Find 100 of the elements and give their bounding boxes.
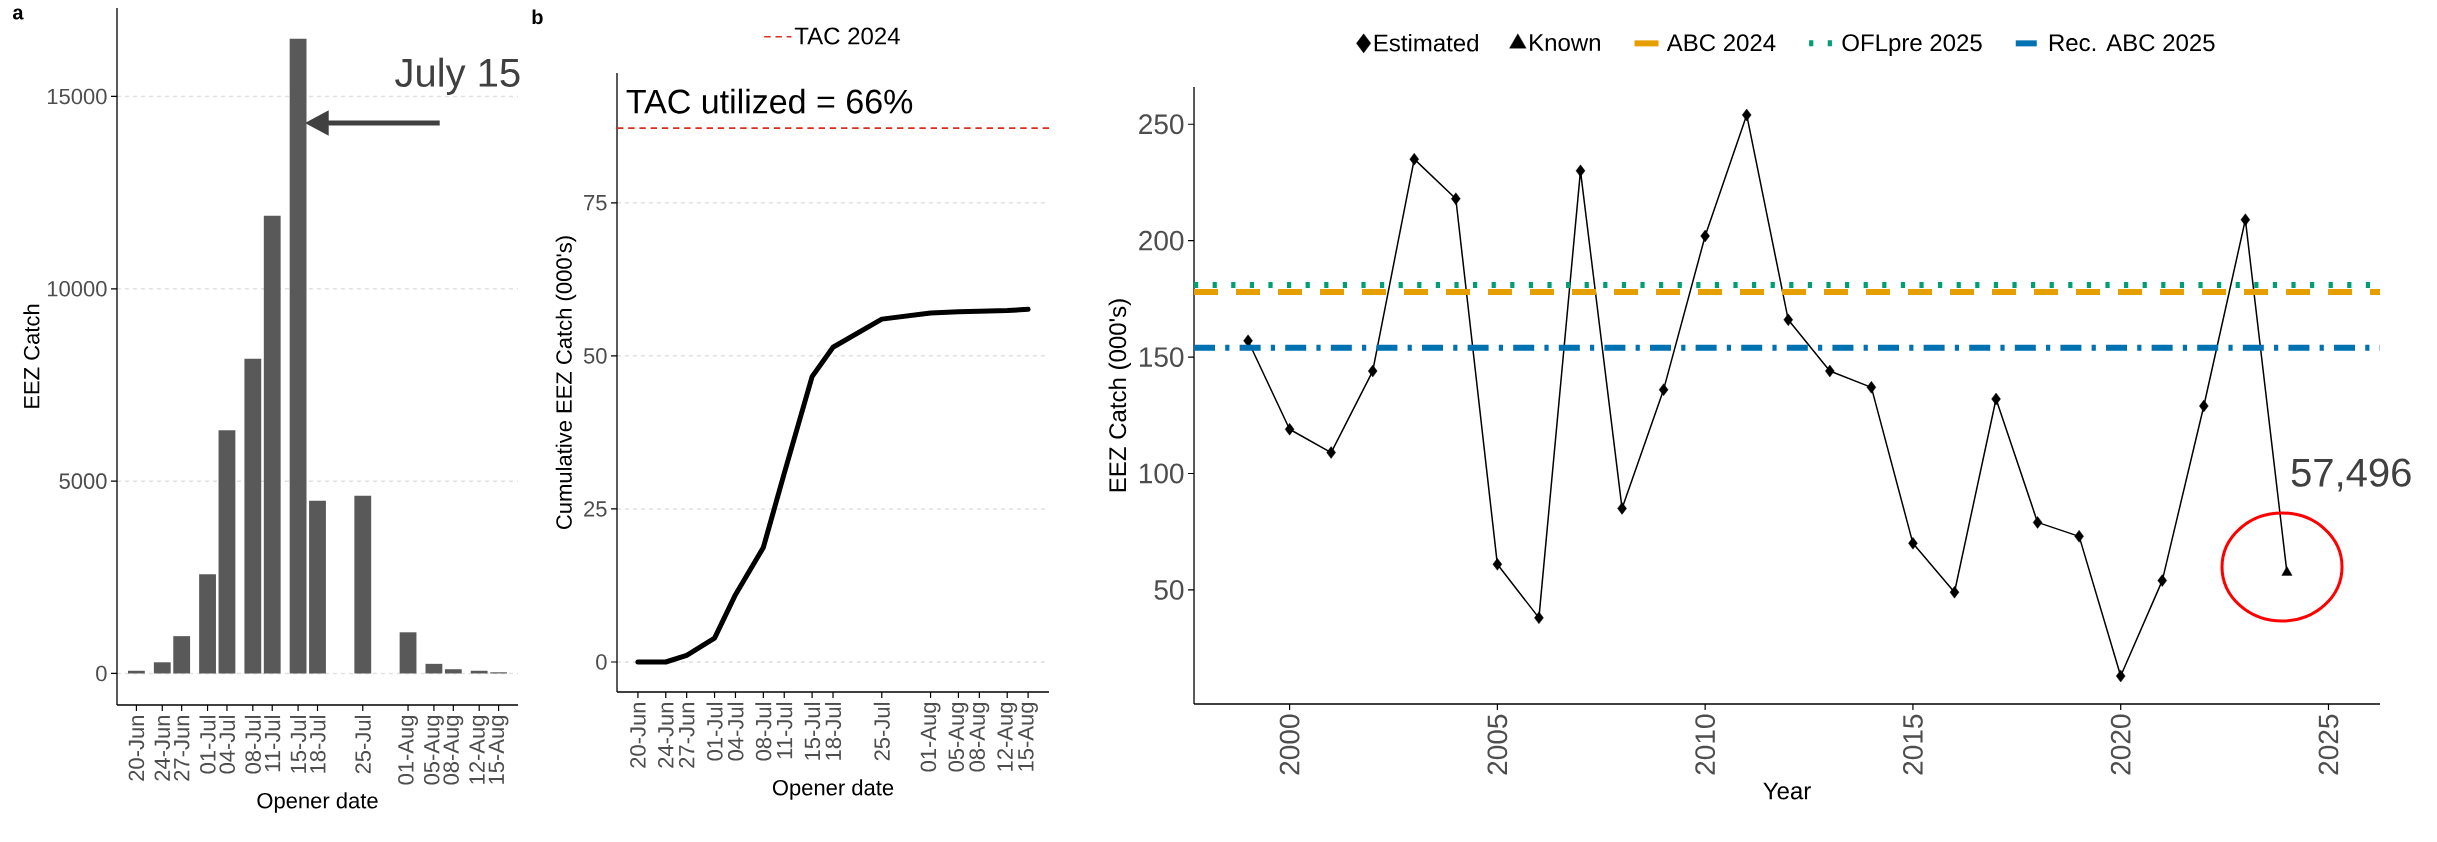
point	[1451, 192, 1461, 205]
x-tick-label: 2025	[2318, 714, 2339, 775]
point	[1949, 586, 1960, 599]
point	[2199, 399, 2209, 413]
point	[1326, 446, 1336, 459]
point	[1742, 108, 1752, 122]
x-axis-title: Opener date	[772, 779, 894, 800]
y-axis-title: EEZ Catch	[23, 304, 40, 408]
x-tick-label: 15-Aug	[488, 715, 509, 784]
point	[1492, 558, 1503, 571]
x-axis-title: Opener date	[257, 792, 378, 813]
bar	[444, 669, 462, 674]
x-tick-label: 08-Jul	[755, 703, 772, 761]
point	[2032, 516, 2043, 529]
y-tick-label: 0	[596, 654, 607, 670]
point	[2240, 213, 2251, 226]
x-tick-label: 15-Aug	[1018, 702, 1038, 771]
x-tick-label: 11-Jul	[264, 715, 281, 772]
x-tick-label: 01-Aug	[398, 715, 419, 785]
x-tick-label: 01-Aug	[920, 702, 941, 772]
x-tick-label: 08-Aug	[443, 715, 464, 785]
y-tick-label: 250	[1139, 114, 1184, 135]
x-tick-label: 04-Jul	[218, 716, 236, 774]
point	[1908, 537, 1918, 550]
point	[1409, 152, 1419, 166]
point	[1284, 423, 1295, 436]
x-tick-label: 15-Jul	[804, 703, 821, 760]
x-tick-label: 27-Jun	[173, 715, 190, 781]
x-tick-label: 08-Aug	[969, 702, 990, 772]
y-tick-label: 100	[1139, 463, 1184, 484]
x-tick-label: 11-Jul	[776, 702, 793, 759]
x-tick-label: 05-Aug	[423, 715, 444, 785]
point	[1991, 392, 2001, 406]
x-tick-label: 15-Jul	[290, 716, 307, 773]
x-tick-label: 25-Jul	[354, 716, 371, 774]
y-tick-label: 150	[1139, 347, 1184, 367]
annotation: July 15	[395, 57, 520, 95]
chart-title: b	[532, 9, 543, 25]
x-tick-label: 04-Jul	[727, 703, 744, 761]
point	[2116, 669, 2126, 683]
x-tick-label: 18-Jul	[824, 703, 842, 760]
x-tick-label: 24-Jun	[154, 715, 171, 781]
x-tick-label: 18-Jul	[309, 716, 326, 773]
x-tick-label: 01-Jul	[199, 716, 216, 774]
y-axis-title: Cumulative EEZ Catch (000's)	[555, 236, 577, 529]
x-tick-label: 20-Jun	[128, 715, 145, 781]
legend-label: TAC 2024	[794, 27, 900, 45]
bar	[289, 38, 307, 674]
x-tick-label: 2000	[1279, 714, 1300, 775]
legend-label: ABC 2024	[1666, 34, 1776, 52]
x-tick-label: 12-Aug	[469, 715, 490, 784]
x-tick-label: 08-Jul	[244, 716, 261, 774]
point	[1700, 229, 1710, 243]
point	[1658, 383, 1669, 396]
bar	[263, 215, 281, 674]
bar	[399, 632, 417, 674]
point	[1825, 364, 1835, 378]
y-tick-label: 25	[584, 501, 607, 517]
bar	[309, 500, 326, 674]
x-tick-label: 27-Jun	[678, 702, 695, 768]
bar	[173, 636, 191, 674]
x-tick-label: 2005	[1487, 714, 1508, 775]
point	[1575, 164, 1586, 178]
x-tick-label: 2010	[1695, 714, 1716, 775]
y-tick-label: 5000	[59, 473, 107, 489]
x-tick-label: 2015	[1903, 714, 1923, 775]
y-axis-title: EEZ Catch (000's)	[1108, 299, 1131, 492]
x-tick-label: 05-Aug	[948, 702, 969, 772]
point	[1783, 313, 1793, 327]
x-tick-label: 12-Aug	[997, 702, 1018, 771]
bar	[244, 358, 262, 674]
annotation: 57,496	[2291, 458, 2411, 492]
point	[1534, 611, 1544, 625]
x-tick-label: 2020	[2110, 714, 2131, 775]
chart-title: a	[12, 8, 24, 20]
bar	[199, 574, 216, 674]
legend-label: Known	[1530, 34, 1600, 52]
legend-label: Estimated	[1374, 33, 1478, 52]
y-tick-label: 75	[584, 195, 607, 211]
x-axis-title: Year	[1763, 782, 1811, 800]
bar	[153, 662, 171, 674]
point	[1617, 502, 1627, 515]
point	[1866, 381, 1877, 394]
bar	[218, 430, 236, 674]
point	[2281, 566, 2293, 576]
point	[2157, 574, 2167, 587]
x-tick-label: 01-Jul	[706, 703, 723, 761]
legend-label: Rec. ABC 2025	[2049, 34, 2215, 52]
y-tick-label: 15000	[47, 88, 107, 105]
y-tick-label: 200	[1139, 230, 1184, 251]
point	[1368, 364, 1378, 378]
y-tick-label: 10000	[47, 281, 107, 297]
y-tick-label: 50	[583, 348, 607, 364]
x-tick-label: 24-Jun	[658, 702, 674, 768]
legend-label: OFLpre 2025	[1842, 34, 1982, 56]
x-tick-label: 25-Jul	[873, 703, 890, 761]
x-tick-label: 20-Jun	[630, 702, 646, 768]
y-tick-label: 50	[1154, 580, 1184, 600]
bar	[354, 495, 372, 674]
annotation: TAC utilized = 66%	[626, 88, 913, 114]
